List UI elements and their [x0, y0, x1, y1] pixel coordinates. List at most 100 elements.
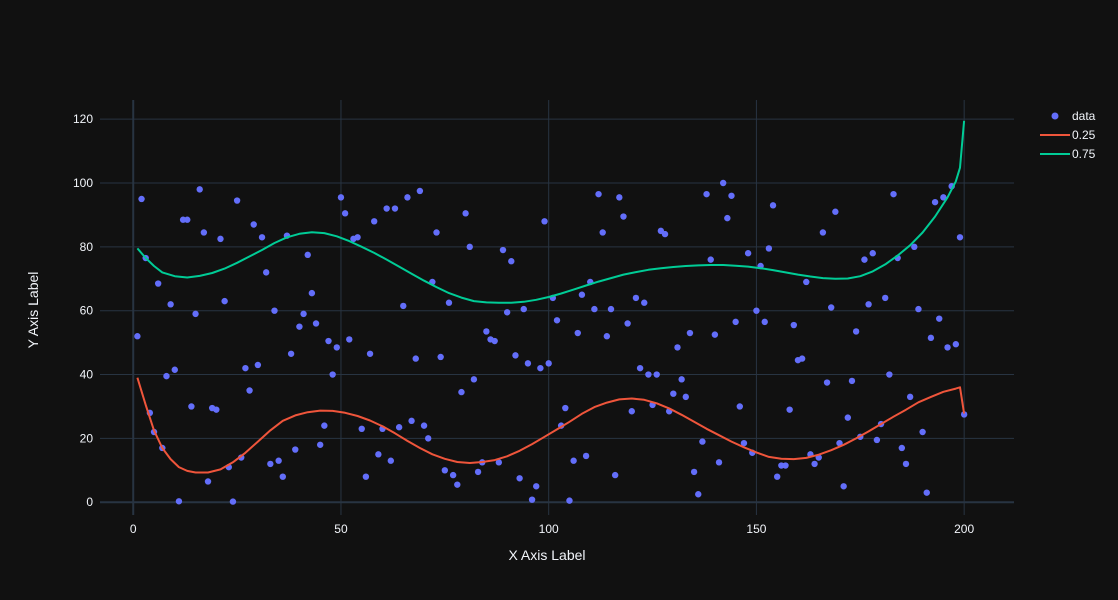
data-point[interactable]: [508, 258, 515, 265]
data-point[interactable]: [287, 350, 295, 357]
data-point[interactable]: [204, 478, 212, 485]
data-point[interactable]: [267, 460, 274, 468]
data-point[interactable]: [944, 344, 951, 351]
data-point[interactable]: [611, 471, 619, 479]
data-point[interactable]: [769, 202, 777, 209]
data-point[interactable]: [167, 301, 174, 308]
data-point[interactable]: [213, 406, 220, 413]
data-point[interactable]: [931, 198, 939, 206]
data-point[interactable]: [229, 498, 237, 505]
data-point[interactable]: [258, 234, 266, 241]
series-q25-line[interactable]: [136, 377, 966, 474]
data-point[interactable]: [603, 333, 611, 340]
data-point[interactable]: [449, 471, 457, 479]
data-point[interactable]: [636, 364, 644, 372]
data-point[interactable]: [233, 197, 241, 204]
data-point[interactable]: [765, 245, 773, 252]
legend[interactable]: data 0.25 0.75: [1040, 109, 1096, 161]
data-point[interactable]: [246, 387, 253, 394]
data-point[interactable]: [678, 376, 685, 383]
data-point[interactable]: [840, 483, 847, 490]
data-point[interactable]: [395, 424, 403, 431]
data-point[interactable]: [250, 221, 257, 228]
data-point[interactable]: [645, 371, 652, 378]
data-point[interactable]: [952, 341, 960, 348]
data-point[interactable]: [316, 441, 324, 448]
data-point[interactable]: [740, 439, 748, 447]
data-point[interactable]: [848, 377, 856, 385]
data-point[interactable]: [512, 352, 519, 359]
data-point[interactable]: [902, 460, 910, 468]
data-point[interactable]: [873, 436, 881, 444]
data-point[interactable]: [923, 489, 930, 496]
data-point[interactable]: [574, 329, 581, 337]
data-point[interactable]: [553, 317, 561, 324]
data-point[interactable]: [138, 195, 145, 203]
data-point[interactable]: [703, 190, 710, 198]
data-point[interactable]: [175, 498, 183, 505]
data-point[interactable]: [404, 194, 411, 201]
data-point[interactable]: [819, 229, 827, 236]
data-point[interactable]: [562, 404, 569, 412]
data-point[interactable]: [192, 310, 199, 318]
data-point[interactable]: [632, 294, 640, 302]
data-point[interactable]: [387, 457, 395, 464]
data-point[interactable]: [582, 452, 590, 460]
data-point[interactable]: [674, 344, 681, 351]
data-point[interactable]: [836, 439, 843, 447]
data-point[interactable]: [699, 438, 706, 445]
data-point[interactable]: [371, 218, 378, 225]
data-point[interactable]: [254, 361, 262, 369]
data-point[interactable]: [425, 435, 432, 442]
data-point[interactable]: [262, 269, 270, 276]
data-point[interactable]: [761, 318, 768, 326]
data-point[interactable]: [906, 393, 914, 401]
data-point[interactable]: [188, 403, 195, 410]
data-point[interactable]: [321, 422, 328, 429]
data-point[interactable]: [337, 194, 345, 201]
data-point[interactable]: [474, 468, 482, 476]
legend-item-data[interactable]: data: [1051, 109, 1096, 123]
data-point[interactable]: [595, 190, 602, 198]
data-point[interactable]: [346, 336, 353, 343]
data-point[interactable]: [296, 323, 303, 330]
data-point[interactable]: [599, 229, 606, 236]
data-point[interactable]: [408, 417, 415, 425]
data-point[interactable]: [628, 408, 635, 415]
data-point[interactable]: [329, 371, 336, 378]
data-point[interactable]: [499, 246, 507, 254]
data-point[interactable]: [682, 393, 689, 401]
data-point[interactable]: [927, 334, 935, 342]
data-point[interactable]: [171, 366, 178, 373]
data-point[interactable]: [163, 372, 170, 380]
data-point[interactable]: [661, 230, 669, 238]
data-point[interactable]: [823, 379, 831, 386]
data-point[interactable]: [695, 491, 702, 498]
data-point[interactable]: [591, 305, 598, 313]
data-point[interactable]: [325, 337, 332, 345]
data-point[interactable]: [333, 344, 341, 351]
data-point[interactable]: [882, 294, 889, 302]
data-point[interactable]: [566, 497, 573, 504]
data-point[interactable]: [686, 329, 694, 337]
data-point[interactable]: [300, 310, 307, 318]
data-point[interactable]: [242, 364, 249, 372]
data-point[interactable]: [445, 299, 453, 306]
data-point[interactable]: [790, 321, 798, 329]
data-point[interactable]: [134, 333, 141, 340]
data-point[interactable]: [545, 360, 552, 367]
data-point[interactable]: [308, 289, 316, 297]
data-point[interactable]: [707, 256, 714, 263]
data-point[interactable]: [886, 371, 893, 378]
data-point[interactable]: [271, 307, 278, 314]
data-point[interactable]: [503, 309, 511, 316]
data-point[interactable]: [458, 388, 465, 396]
data-point[interactable]: [454, 481, 461, 488]
data-point[interactable]: [852, 328, 860, 335]
data-point[interactable]: [433, 229, 440, 236]
data-point[interactable]: [420, 422, 428, 429]
data-point[interactable]: [811, 460, 818, 468]
data-point[interactable]: [495, 459, 503, 466]
series-q75-line[interactable]: [136, 120, 966, 304]
data-point[interactable]: [724, 214, 731, 222]
